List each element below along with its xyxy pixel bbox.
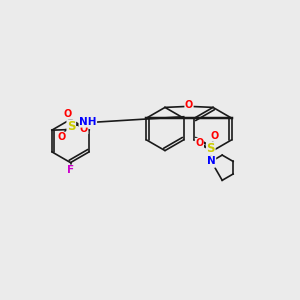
Text: S: S: [67, 120, 76, 133]
Text: F: F: [67, 165, 74, 175]
Text: NH: NH: [79, 117, 97, 127]
Text: O: O: [80, 124, 88, 134]
Text: O: O: [185, 100, 193, 110]
Text: O: O: [58, 132, 66, 142]
Text: N: N: [207, 156, 216, 167]
Text: N: N: [206, 157, 215, 167]
Text: O: O: [64, 109, 72, 119]
Text: S: S: [206, 142, 215, 155]
Text: O: O: [195, 138, 203, 148]
Text: O: O: [210, 131, 218, 141]
